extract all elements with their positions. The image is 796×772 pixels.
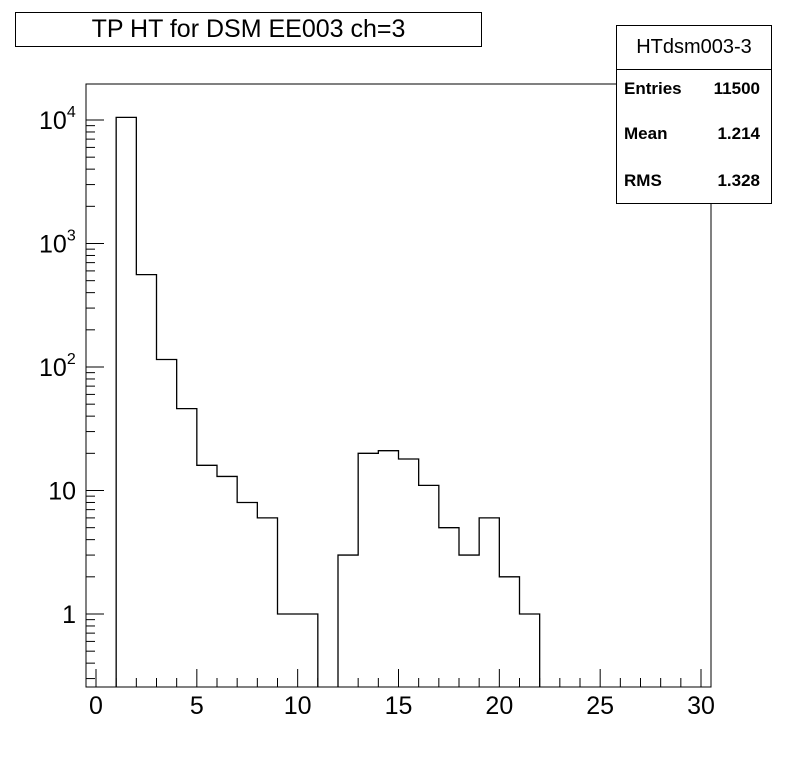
- stats-mean-value: 1.214: [717, 124, 760, 143]
- stats-rms-row: RMS 1.328: [617, 171, 771, 201]
- chart-title: TP HT for DSM EE003 ch=3: [15, 12, 482, 47]
- stats-histogram-name: HTdsm003-3: [617, 26, 771, 70]
- x-tick-label: 5: [190, 692, 204, 720]
- stats-rms-value: 1.328: [717, 171, 760, 190]
- y-tick-base: 10: [39, 354, 67, 382]
- stats-mean-label: Mean: [624, 124, 668, 143]
- y-tick-base: 10: [39, 231, 67, 259]
- y-tick-label: 102: [39, 351, 76, 382]
- y-tick-exponent: 3: [67, 228, 76, 245]
- stats-box: HTdsm003-3 Entries 11500 Mean 1.214 RMS …: [616, 25, 772, 204]
- y-tick-label: 1: [62, 601, 76, 629]
- y-tick-exponent: 4: [67, 104, 76, 121]
- stats-entries-value: 11500: [713, 79, 760, 98]
- x-tick-label: 25: [586, 692, 614, 720]
- stats-entries-row: Entries 11500: [617, 79, 771, 109]
- x-tick-label: 20: [485, 692, 513, 720]
- stats-entries-label: Entries: [624, 79, 682, 98]
- histogram-line: [115, 116, 541, 687]
- y-tick-label: 103: [39, 228, 76, 259]
- stats-mean-row: Mean 1.214: [617, 124, 771, 154]
- stats-rms-label: RMS: [624, 171, 662, 190]
- x-tick-label: 0: [89, 692, 103, 720]
- x-tick-label: 10: [284, 692, 312, 720]
- y-tick-label: 104: [39, 104, 76, 135]
- x-tick-label: 15: [385, 692, 413, 720]
- x-tick-label: 30: [687, 692, 715, 720]
- y-tick-label: 10: [48, 478, 76, 506]
- y-tick-base: 10: [39, 107, 67, 135]
- y-tick-exponent: 2: [67, 351, 76, 368]
- axis-ticks: [86, 119, 702, 687]
